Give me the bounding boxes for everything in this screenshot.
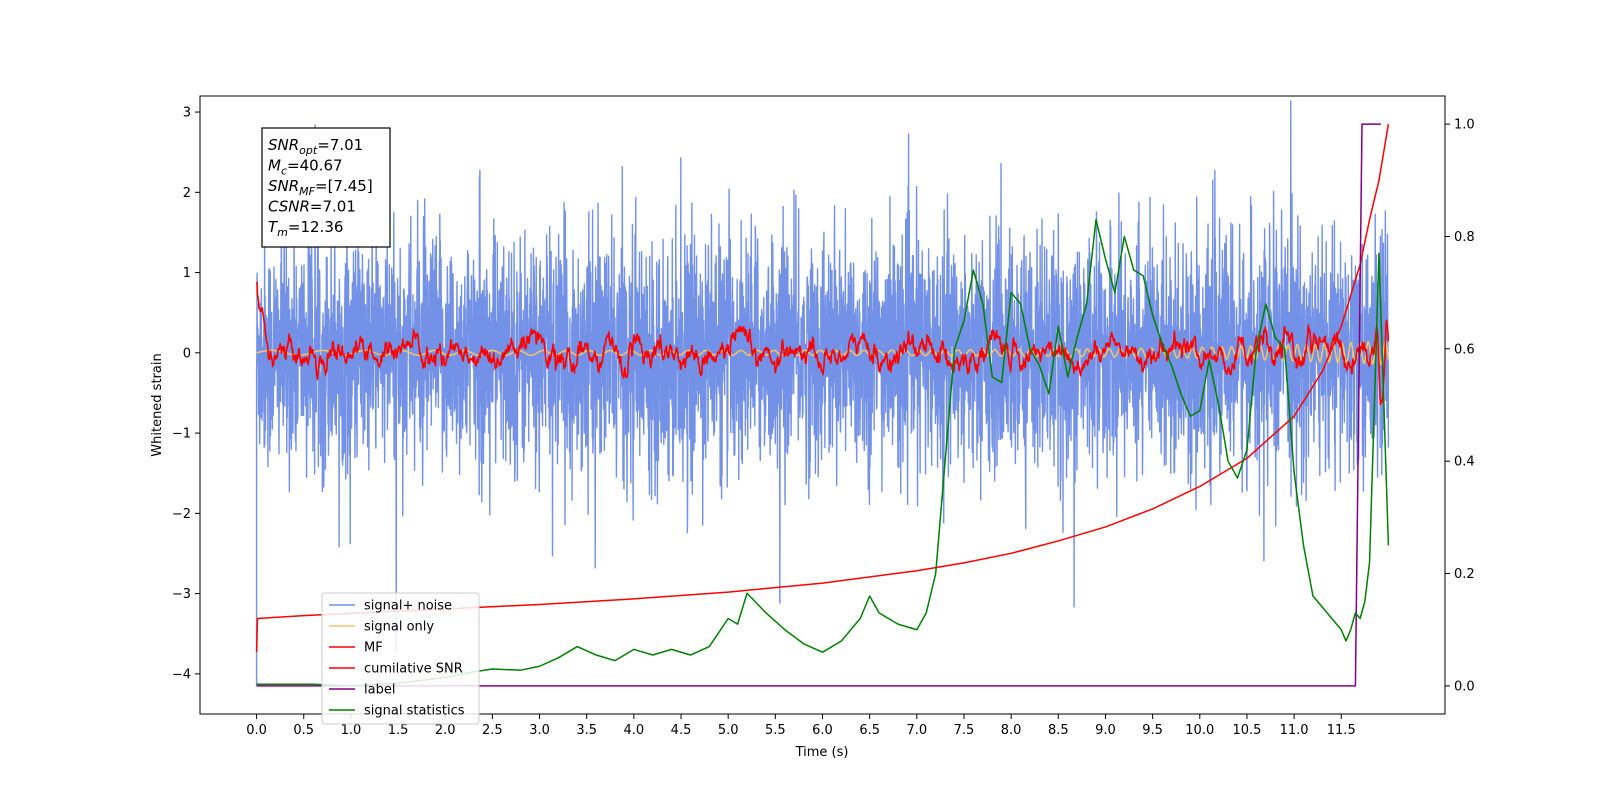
x-tick-label: 10.0 [1185,723,1214,738]
x-tick-label: 5.0 [718,723,739,738]
x-axis: 0.0 0.5 1.0 1.5 2.0 2.5 3.0 3.5 4.0 4.5 5.0 5.5 6.0 6… [246,714,1356,738]
y2-tick-label: 0.0 [1454,679,1475,694]
x-tick-label: 11.0 [1280,723,1309,738]
annotation-box: SNRopt=7.01Mc=40.67SNRMF=[7.45]CSNR=7.01… [261,127,391,248]
y2-tick-label: 0.4 [1454,455,1475,470]
legend-label: cumilative SNR [364,662,463,677]
y-tick-label: 2 [183,186,191,201]
x-tick-label: 6.0 [812,723,833,738]
series-signal-statistics [256,218,1390,687]
annotation-line: Tm=12.36 [268,218,343,239]
x-tick-label: 4.5 [671,723,692,738]
series-mf [255,281,1390,406]
x-tick-label: 11.5 [1327,723,1356,738]
x-axis-label: Time (s) [795,745,849,760]
y-tick-label: 1 [183,266,191,281]
x-tick-label: 9.0 [1095,723,1116,738]
y2-tick-label: 0.2 [1454,567,1475,582]
x-tick-label: 5.5 [765,723,786,738]
x-tick-label: 1.0 [341,723,362,738]
series-signal-only [256,340,1390,365]
series-signal-noise [255,100,1390,686]
x-tick-label: 4.0 [624,723,645,738]
legend-label: MF [364,641,383,656]
x-tick-label: 7.5 [954,723,975,738]
annotation-line: SNRopt=7.01 [268,136,363,157]
legend-label: signal statistics [364,704,465,719]
x-tick-label: 3.5 [576,723,597,738]
x-tick-label: 10.5 [1232,723,1261,738]
y-tick-label: −2 [172,507,191,522]
annotation-line: Mc=40.67 [268,157,343,178]
series-label [256,123,1381,687]
y-tick-label: 0 [183,346,191,361]
x-tick-label: 9.5 [1142,723,1163,738]
legend-frame [321,592,480,725]
y-axis-left: 3 2 1 0 −1 −2 −3 −4 [172,106,200,682]
x-tick-label: 6.5 [859,723,880,738]
x-tick-label: 0.0 [246,723,267,738]
y-axis-label: Whitened strain [150,353,165,456]
x-tick-label: 0.5 [293,723,314,738]
y2-tick-label: 1.0 [1454,118,1475,133]
x-tick-label: 8.5 [1048,723,1069,738]
x-tick-label: 8.0 [1001,723,1022,738]
annotation-line: CSNR=7.01 [268,198,356,216]
y-tick-label: −3 [172,587,191,602]
x-tick-label: 2.5 [482,723,503,738]
y-axis-right: 1.0 0.8 0.6 0.4 0.2 0.0 [1445,118,1475,694]
y2-tick-label: 0.8 [1454,230,1475,245]
y2-tick-label: 0.6 [1454,342,1475,357]
legend-label: signal+ noise [364,599,452,614]
x-tick-label: 1.5 [388,723,409,738]
y-tick-label: −4 [172,667,191,682]
x-tick-label: 3.0 [529,723,550,738]
legend-label: signal only [364,620,434,635]
x-tick-label: 2.0 [435,723,456,738]
annotation-frame [261,127,391,248]
legend: signal+ noise signal only MF cumilative SNR… [321,592,480,725]
legend-label: label [364,683,395,698]
x-tick-label: 7.0 [906,723,927,738]
y-tick-label: 3 [183,106,191,121]
y-tick-label: −1 [172,427,191,442]
annotation-line: SNRMF=[7.45] [268,177,373,198]
